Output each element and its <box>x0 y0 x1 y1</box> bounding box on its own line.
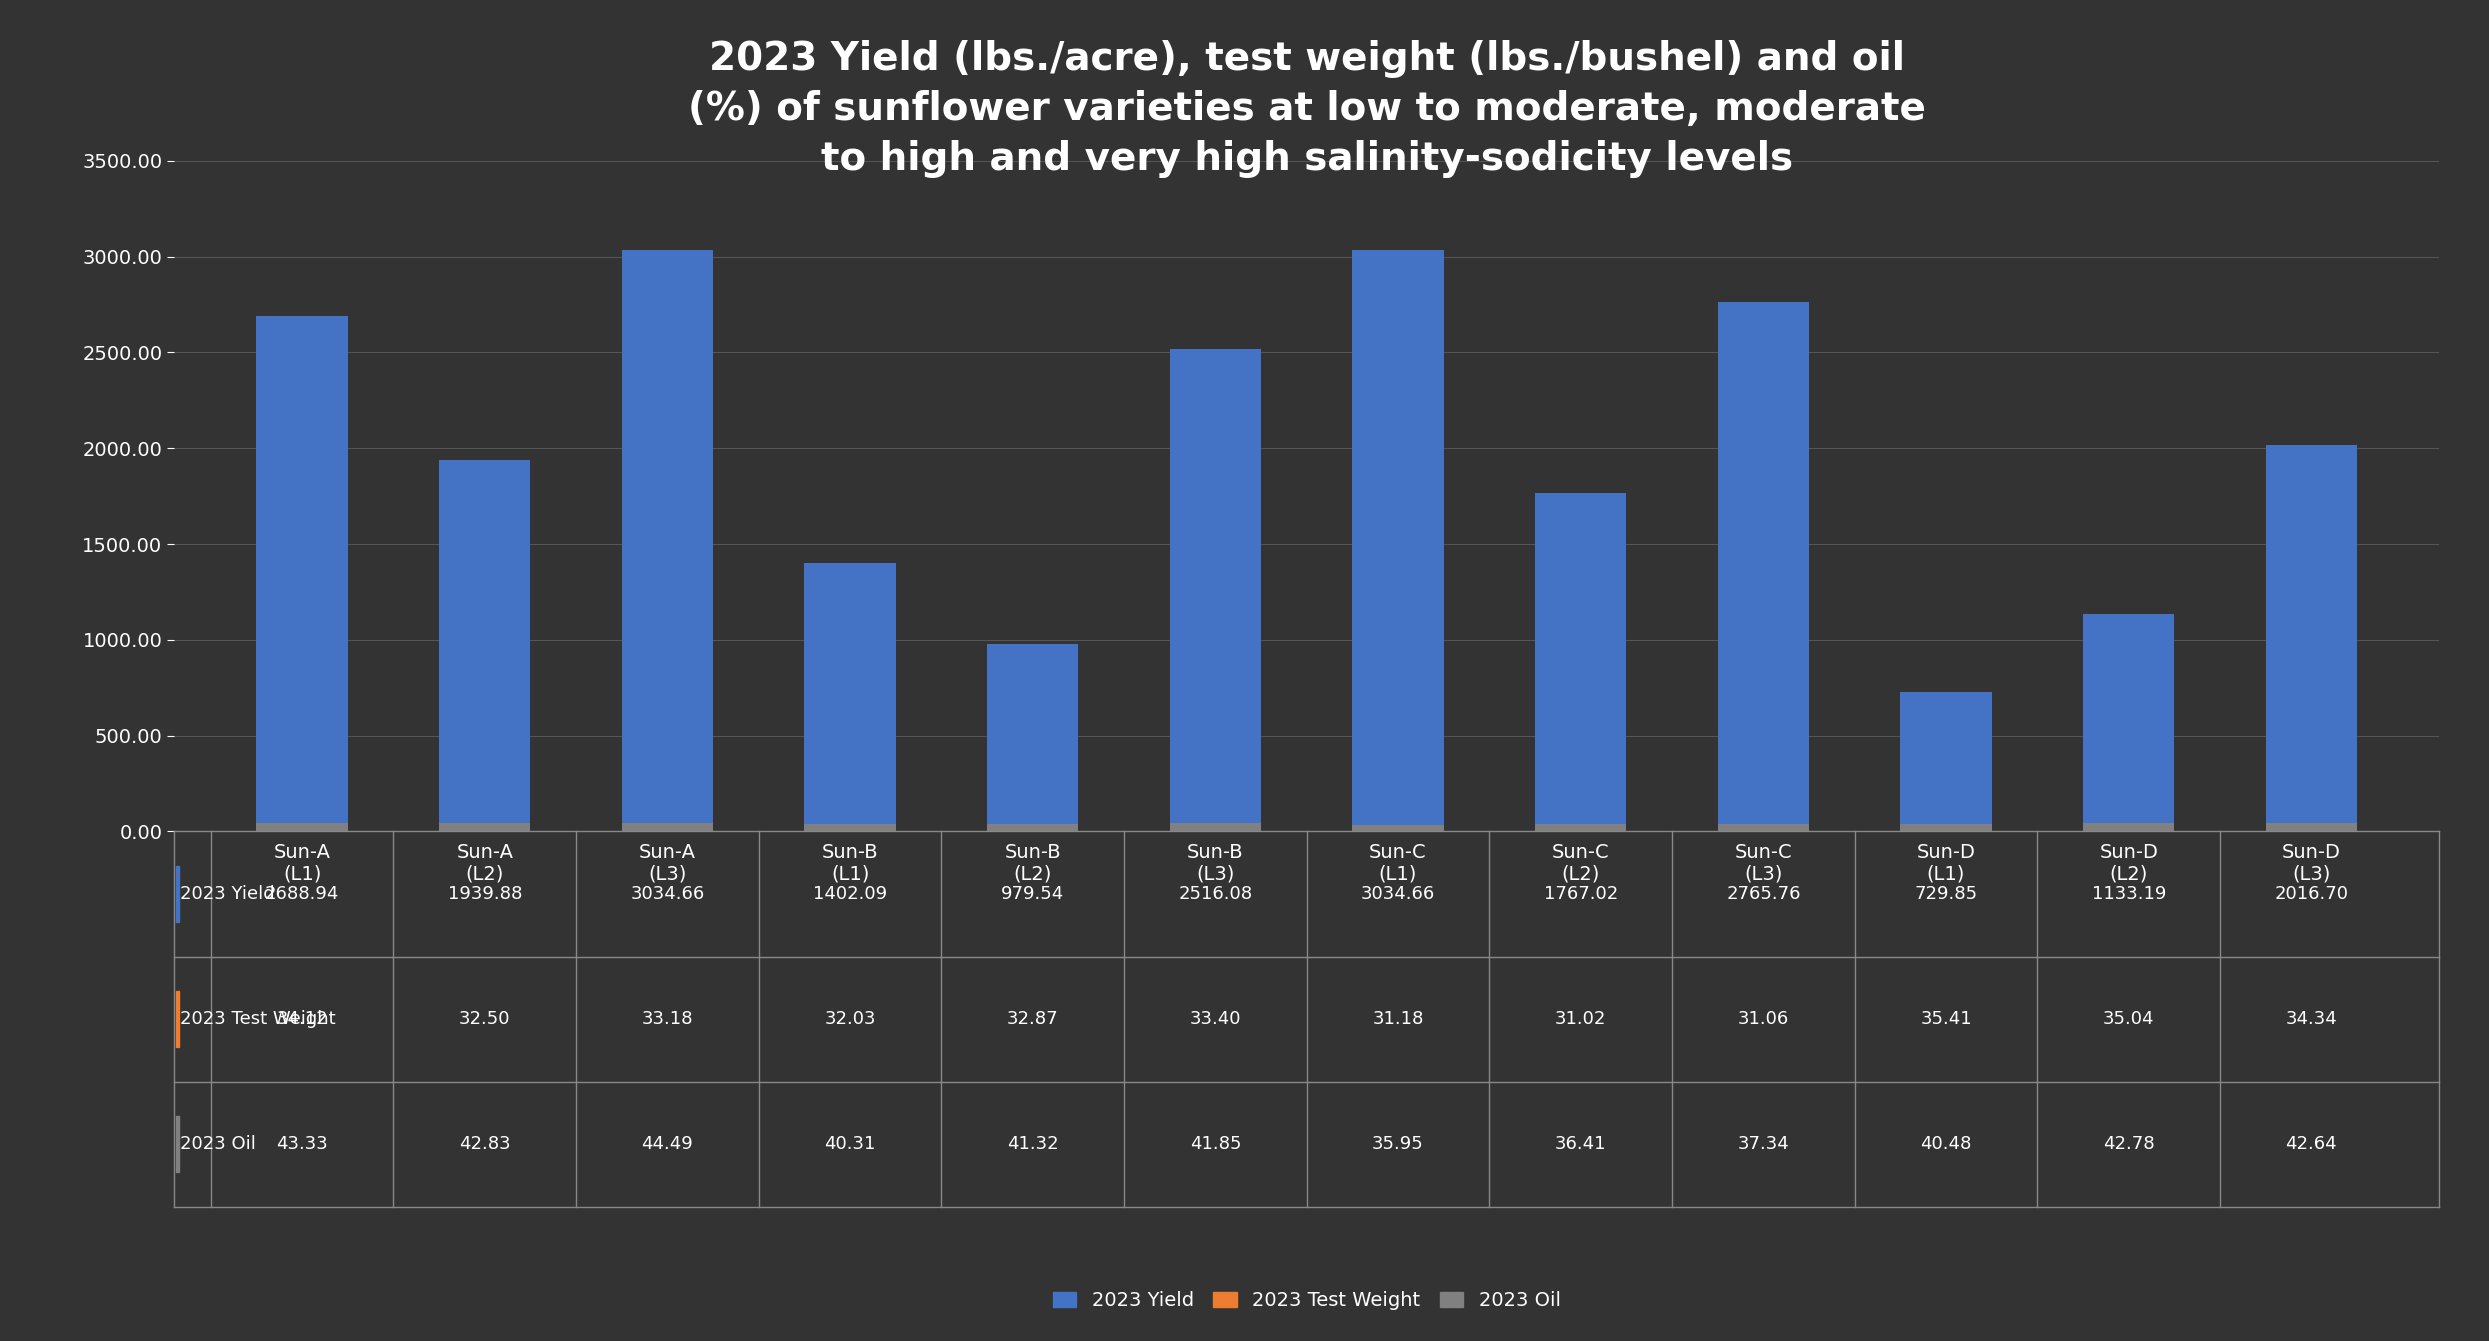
Bar <box>1536 825 1625 831</box>
Bar <box>1170 350 1262 831</box>
Text: 3034.66: 3034.66 <box>1361 885 1436 902</box>
Text: 42.64: 42.64 <box>2285 1136 2337 1153</box>
Text: 44.49: 44.49 <box>642 1136 694 1153</box>
Text: 31.18: 31.18 <box>1371 1010 1424 1029</box>
Text: 41.32: 41.32 <box>1008 1136 1058 1153</box>
Bar <box>1352 249 1444 831</box>
Text: 2023 Oil: 2023 Oil <box>179 1136 256 1153</box>
Text: 32.03: 32.03 <box>824 1010 876 1029</box>
Text: 34.34: 34.34 <box>2285 1010 2337 1029</box>
Bar <box>438 823 530 831</box>
Bar <box>256 823 348 831</box>
Text: 2023 Yield: 2023 Yield <box>179 885 274 902</box>
Bar <box>622 249 712 831</box>
Text: 37.34: 37.34 <box>1737 1136 1790 1153</box>
Bar <box>1170 823 1262 831</box>
Text: 2688.94: 2688.94 <box>264 885 339 902</box>
Bar <box>256 316 348 831</box>
Bar <box>2265 825 2357 831</box>
Bar <box>988 825 1078 831</box>
Bar <box>1352 826 1444 831</box>
Text: 2765.76: 2765.76 <box>1727 885 1800 902</box>
Text: 2516.08: 2516.08 <box>1177 885 1252 902</box>
Bar <box>177 866 179 923</box>
Bar <box>988 823 1078 831</box>
Bar <box>1902 823 1991 831</box>
Bar <box>177 991 179 1047</box>
Text: 31.02: 31.02 <box>1556 1010 1605 1029</box>
Text: 42.83: 42.83 <box>458 1136 510 1153</box>
Bar <box>2265 445 2357 831</box>
Bar <box>1352 825 1444 831</box>
Bar <box>804 563 896 831</box>
Bar <box>2265 823 2357 831</box>
Bar <box>622 825 712 831</box>
Text: 40.31: 40.31 <box>824 1136 876 1153</box>
Legend: 2023 Yield, 2023 Test Weight, 2023 Oil: 2023 Yield, 2023 Test Weight, 2023 Oil <box>1045 1283 1568 1318</box>
Text: 1767.02: 1767.02 <box>1543 885 1618 902</box>
Text: 1133.19: 1133.19 <box>2091 885 2165 902</box>
Bar <box>177 1116 179 1172</box>
Bar <box>438 825 530 831</box>
Text: 2023 Yield (lbs./acre), test weight (lbs./bushel) and oil
(%) of sunflower varie: 2023 Yield (lbs./acre), test weight (lbs… <box>687 40 1926 178</box>
Text: 36.41: 36.41 <box>1556 1136 1605 1153</box>
Bar <box>256 825 348 831</box>
Text: 33.18: 33.18 <box>642 1010 692 1029</box>
Text: 35.95: 35.95 <box>1371 1136 1424 1153</box>
Text: 35.04: 35.04 <box>2103 1010 2155 1029</box>
Bar <box>438 460 530 831</box>
Text: 3034.66: 3034.66 <box>630 885 704 902</box>
Text: 32.50: 32.50 <box>458 1010 510 1029</box>
Bar <box>1717 302 1810 831</box>
Bar <box>1717 825 1810 831</box>
Text: 34.12: 34.12 <box>276 1010 329 1029</box>
Text: 729.85: 729.85 <box>1914 885 1979 902</box>
Text: 32.87: 32.87 <box>1008 1010 1058 1029</box>
Bar <box>2083 823 2175 831</box>
Text: 31.06: 31.06 <box>1737 1010 1790 1029</box>
Bar <box>2083 614 2175 831</box>
Text: 2023 Test Weight: 2023 Test Weight <box>179 1010 336 1029</box>
Text: 1402.09: 1402.09 <box>814 885 886 902</box>
Text: 2016.70: 2016.70 <box>2275 885 2347 902</box>
Text: 40.48: 40.48 <box>1922 1136 1971 1153</box>
Text: 979.54: 979.54 <box>1001 885 1065 902</box>
Bar <box>1536 826 1625 831</box>
Text: 41.85: 41.85 <box>1190 1136 1242 1153</box>
Bar <box>804 825 896 831</box>
Text: 1939.88: 1939.88 <box>448 885 523 902</box>
Bar <box>2083 825 2175 831</box>
Bar <box>804 823 896 831</box>
Text: 33.40: 33.40 <box>1190 1010 1242 1029</box>
Bar <box>1902 692 1991 831</box>
Bar <box>988 644 1078 831</box>
Bar <box>1536 493 1625 831</box>
Bar <box>1170 825 1262 831</box>
Bar <box>1902 825 1991 831</box>
Bar <box>622 823 712 831</box>
Bar <box>1717 826 1810 831</box>
Text: 42.78: 42.78 <box>2103 1136 2155 1153</box>
Text: 35.41: 35.41 <box>1919 1010 1971 1029</box>
Text: 43.33: 43.33 <box>276 1136 329 1153</box>
